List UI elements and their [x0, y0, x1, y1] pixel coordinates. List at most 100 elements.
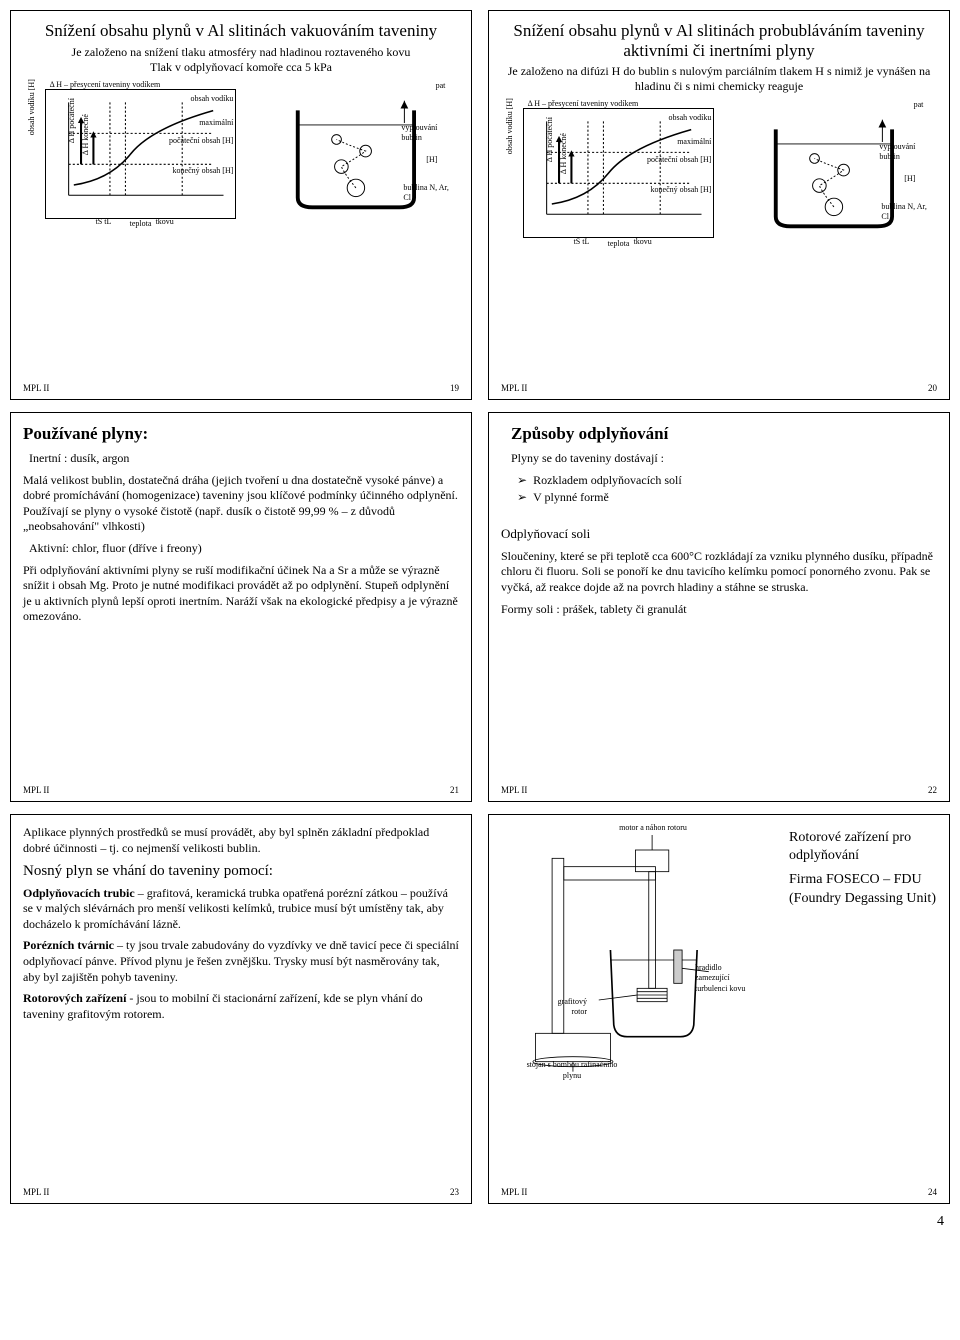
chart-label: vyplouvání bublin	[401, 123, 451, 144]
slide-footer: MPL II 23	[23, 1187, 459, 1197]
machine-label: motor a náhon rotoru	[613, 823, 693, 833]
x-axis-label: teplota	[130, 219, 152, 229]
chart-label: Δ H – přesycení taveniny vodíkem	[528, 99, 639, 109]
slide-title: Snížení obsahu plynů v Al slitinách vaku…	[23, 21, 459, 41]
chart-label: maximální	[677, 137, 711, 147]
chart-right-crucible: pat vyplouvání bublin [H] bubli	[738, 108, 930, 238]
chart-label: Δ H konečné	[558, 133, 568, 174]
chart-label: tS tL	[574, 237, 590, 247]
slide-footer: MPL II 22	[501, 785, 937, 795]
bullet-item: ➢ V plynné formě	[517, 490, 937, 506]
chart-label: konečný obsah [H]	[651, 185, 712, 195]
slide-21: Používané plyny: Inertní : dusík, argon …	[10, 412, 472, 802]
paragraph: Porézních tvárnic – ty jsou trvale zabud…	[23, 938, 459, 985]
chart-label: pat	[436, 81, 446, 91]
footer-right: 24	[928, 1187, 937, 1197]
slide-content: Aplikace plynných prostředků se musí pro…	[23, 825, 459, 1181]
text-line: Inertní : dusík, argon	[29, 451, 459, 467]
x-axis-label: teplota	[608, 239, 630, 249]
chart-label: tS tL	[96, 217, 112, 227]
chart-label: obsah vodíku	[669, 113, 712, 123]
chart-label: konečný obsah [H]	[173, 166, 234, 176]
slide-content: obsah vodíku [H] Δ H – přesycení tavenin…	[23, 81, 459, 377]
bullet-text: V plynné formě	[533, 490, 609, 506]
chart-label: pat	[914, 100, 924, 110]
chart-label: tkovu	[156, 217, 174, 227]
footer-left: MPL II	[501, 383, 527, 393]
text-line: Plyny se do taveniny dostávají :	[511, 451, 937, 467]
diagram-row: obsah vodíku [H] Δ H – přesycení tavenin…	[501, 108, 937, 238]
slide-content: Používané plyny: Inertní : dusík, argon …	[23, 423, 459, 779]
machine-label: grafitový rotor	[543, 997, 587, 1018]
paragraph: Formy soli : prášek, tablety či granulát	[501, 602, 937, 618]
slide-footer: MPL II 21	[23, 785, 459, 795]
paragraph: Při odplyňování aktivními plyny se ruší …	[23, 563, 459, 625]
side-text: Rotorové zařízení pro odplyňování Firma …	[789, 829, 939, 908]
slide-23: Aplikace plynných prostředků se musí pro…	[10, 814, 472, 1204]
chart-left: obsah vodíku [H] Δ H – přesycení tavenin…	[45, 89, 237, 219]
bullet-text: Rozkladem odplyňovacích solí	[533, 473, 682, 489]
footer-left: MPL II	[501, 1187, 527, 1197]
paragraph: Rotorových zařízení - jsou to mobilní či…	[23, 991, 459, 1022]
y-axis-label: obsah vodíku [H]	[26, 79, 36, 135]
slide-24: motor a náhon rotoru grafitový rotor hra…	[488, 814, 950, 1204]
arrow-icon: ➢	[517, 490, 527, 504]
slide-footer: MPL II 20	[501, 383, 937, 393]
chart-label: Δ H konečné	[80, 114, 90, 155]
inline-heading: Porézních tvárnic	[23, 938, 114, 952]
y-axis-label: obsah vodíku [H]	[504, 98, 514, 154]
page-number: 4	[10, 1214, 950, 1230]
inline-heading: Odplyňovacích trubic	[23, 886, 135, 900]
paragraph: Sloučeniny, které se při teplotě cca 600…	[501, 549, 937, 596]
footer-right: 21	[450, 785, 459, 795]
heading: Nosný plyn se vhání do taveniny pomocí:	[23, 862, 459, 882]
slide-grid: Snížení obsahu plynů v Al slitinách vaku…	[10, 10, 950, 1204]
text-line: Aktivní: chlor, fluor (dříve i freony)	[29, 541, 459, 557]
footer-right: 23	[450, 1187, 459, 1197]
chart-left: obsah vodíku [H] Δ H – přesycení tavenin…	[523, 108, 715, 238]
chart-label: [H]	[904, 174, 915, 184]
side-paragraph: Firma FOSECO – FDU (Foundry Degassing Un…	[789, 871, 939, 907]
machine-svg	[509, 825, 762, 1075]
footer-right: 20	[928, 383, 937, 393]
slide-19: Snížení obsahu plynů v Al slitinách vaku…	[10, 10, 472, 400]
slide-footer: MPL II 24	[501, 1187, 937, 1197]
chart-label: obsah vodíku	[191, 94, 234, 104]
footer-right: 22	[928, 785, 937, 795]
chart-label: [H]	[426, 155, 437, 165]
chart-label: bublina N, Ar, Cl	[403, 183, 451, 204]
slide-footer: MPL II 19	[23, 383, 459, 393]
chart-label: počáteční obsah [H]	[647, 155, 711, 165]
slide-content: obsah vodíku [H] Δ H – přesycení tavenin…	[501, 100, 937, 377]
chart-right-crucible: pat vyplouvání bublin [H] bubli	[260, 89, 452, 219]
footer-left: MPL II	[501, 785, 527, 795]
diagram-row: obsah vodíku [H] Δ H – přesycení tavenin…	[23, 89, 459, 219]
chart-label: počáteční obsah [H]	[169, 136, 233, 146]
machine-label: hradidlo zamezující turbulenci kovu	[695, 963, 755, 994]
chart-label: maximální	[199, 118, 233, 128]
chart-label: Δ H – přesycení taveniny vodíkem	[50, 80, 161, 90]
paragraph: Odplyňovacích trubic – grafitová, kerami…	[23, 886, 459, 933]
slide-subtitle: Je založeno na difúzi H do bublin s nulo…	[501, 64, 937, 94]
heading: Způsoby odplyňování	[511, 423, 937, 445]
slide-content: motor a náhon rotoru grafitový rotor hra…	[501, 825, 937, 1181]
inline-heading: Rotorových zařízení	[23, 991, 126, 1005]
chart-label: vyplouvání bublin	[879, 142, 929, 163]
footer-left: MPL II	[23, 383, 49, 393]
slide-title: Snížení obsahu plynů v Al slitinách prob…	[501, 21, 937, 60]
bullet-item: ➢ Rozkladem odplyňovacích solí	[517, 473, 937, 489]
footer-right: 19	[450, 383, 459, 393]
paragraph: Malá velikost bublin, dostatečná dráha (…	[23, 473, 459, 535]
chart-label: tkovu	[634, 237, 652, 247]
chart-label: Δ H počáteční	[544, 117, 554, 162]
chart-label: Δ H počáteční	[66, 98, 76, 143]
arrow-icon: ➢	[517, 473, 527, 487]
paragraph: Aplikace plynných prostředků se musí pro…	[23, 825, 459, 856]
side-heading: Rotorové zařízení pro odplyňování	[789, 829, 939, 865]
heading: Používané plyny:	[23, 423, 459, 445]
slide-subtitle: Je založeno na snížení tlaku atmosféry n…	[23, 45, 459, 75]
machine-diagram: motor a náhon rotoru grafitový rotor hra…	[509, 825, 762, 1075]
slide-20: Snížení obsahu plynů v Al slitinách prob…	[488, 10, 950, 400]
chart-label: bublina N, Ar, Cl	[881, 202, 929, 223]
footer-left: MPL II	[23, 1187, 49, 1197]
